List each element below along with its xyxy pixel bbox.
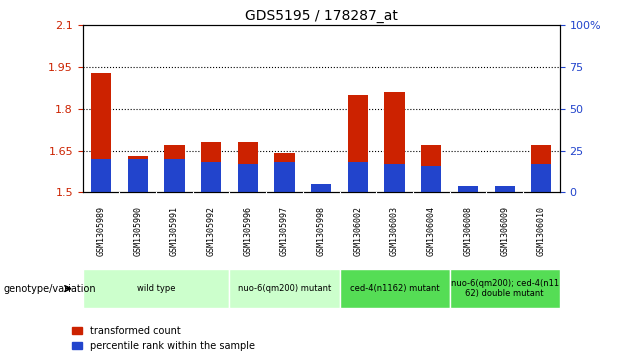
Bar bbox=[274, 162, 294, 192]
Bar bbox=[340, 269, 450, 308]
Bar bbox=[421, 166, 441, 192]
Text: GSM1305996: GSM1305996 bbox=[244, 205, 252, 256]
Bar bbox=[348, 95, 368, 192]
Bar bbox=[201, 142, 221, 192]
Text: GSM1305992: GSM1305992 bbox=[207, 205, 216, 256]
Bar bbox=[274, 154, 294, 192]
Bar bbox=[531, 145, 551, 192]
Text: genotype/variation: genotype/variation bbox=[3, 284, 96, 294]
Text: GSM1305997: GSM1305997 bbox=[280, 205, 289, 256]
Bar bbox=[495, 187, 515, 192]
Bar bbox=[458, 187, 478, 192]
Text: wild type: wild type bbox=[137, 284, 176, 293]
Bar bbox=[238, 142, 258, 192]
Bar bbox=[83, 269, 230, 308]
Text: nuo-6(qm200); ced-4(n11
62) double mutant: nuo-6(qm200); ced-4(n11 62) double mutan… bbox=[450, 279, 558, 298]
Title: GDS5195 / 178287_at: GDS5195 / 178287_at bbox=[245, 9, 398, 23]
Bar bbox=[458, 186, 478, 192]
Legend: transformed count, percentile rank within the sample: transformed count, percentile rank withi… bbox=[69, 322, 259, 355]
Bar bbox=[385, 164, 404, 192]
Bar bbox=[91, 73, 111, 192]
Bar bbox=[348, 162, 368, 192]
Bar bbox=[230, 269, 340, 308]
Text: nuo-6(qm200) mutant: nuo-6(qm200) mutant bbox=[238, 284, 331, 293]
Text: GSM1305989: GSM1305989 bbox=[97, 205, 106, 256]
Bar bbox=[495, 186, 515, 192]
Text: GSM1305991: GSM1305991 bbox=[170, 205, 179, 256]
Bar bbox=[91, 159, 111, 192]
Text: GSM1306009: GSM1306009 bbox=[500, 205, 509, 256]
Bar bbox=[385, 92, 404, 192]
Text: ced-4(n1162) mutant: ced-4(n1162) mutant bbox=[350, 284, 439, 293]
Bar bbox=[128, 159, 148, 192]
Bar bbox=[164, 159, 184, 192]
Bar bbox=[311, 187, 331, 192]
Text: GSM1306010: GSM1306010 bbox=[537, 205, 546, 256]
Bar bbox=[238, 164, 258, 192]
Text: GSM1306002: GSM1306002 bbox=[354, 205, 363, 256]
Bar bbox=[450, 269, 560, 308]
Text: GSM1306003: GSM1306003 bbox=[390, 205, 399, 256]
Bar bbox=[311, 184, 331, 192]
Text: GSM1306004: GSM1306004 bbox=[427, 205, 436, 256]
Text: GSM1306008: GSM1306008 bbox=[464, 205, 473, 256]
Bar bbox=[531, 164, 551, 192]
Bar bbox=[201, 162, 221, 192]
Bar bbox=[164, 145, 184, 192]
Bar bbox=[421, 145, 441, 192]
Text: GSM1305998: GSM1305998 bbox=[317, 205, 326, 256]
Bar bbox=[128, 156, 148, 192]
Text: GSM1305990: GSM1305990 bbox=[133, 205, 142, 256]
